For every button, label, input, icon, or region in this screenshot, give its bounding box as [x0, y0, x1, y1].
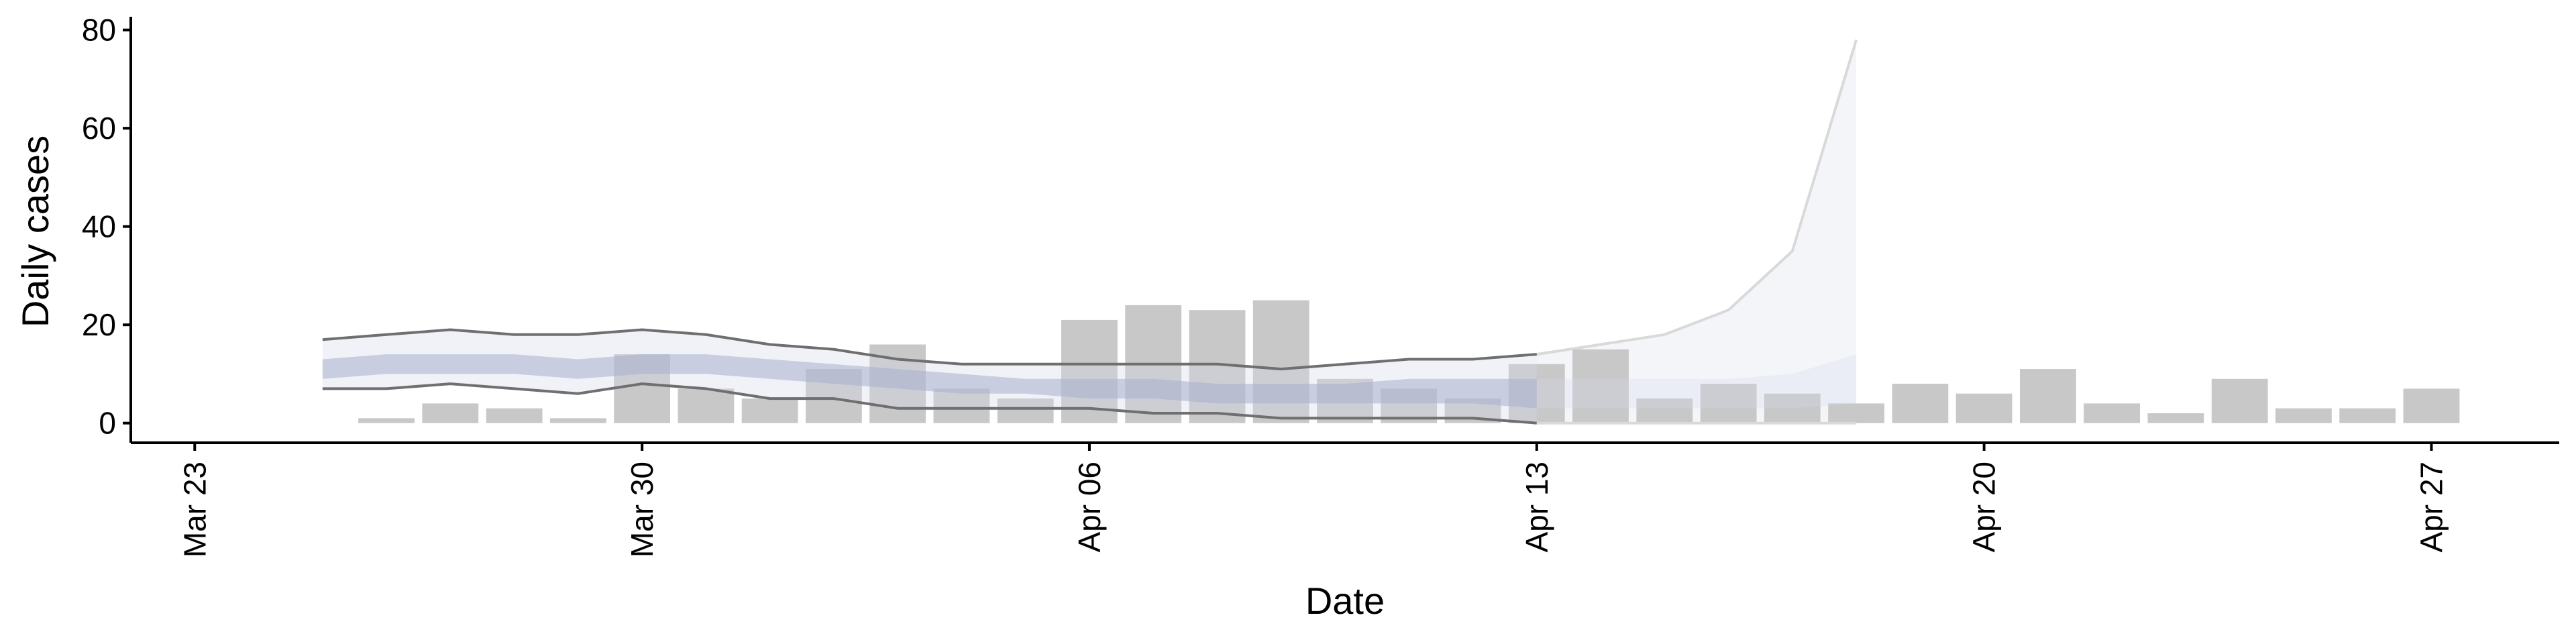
axes-layer: 0 20 40 60 80 Mar 23 Mar 30 Apr 06 Apr 13 Apr 20 A… — [82, 13, 2559, 557]
bar — [2084, 403, 2140, 423]
bar — [933, 388, 990, 423]
bar — [1955, 393, 2012, 423]
forecast-outer-band — [1536, 40, 1857, 423]
bar — [1572, 349, 1629, 423]
bar — [2211, 378, 2268, 423]
bar — [741, 398, 798, 423]
upper-bound-line — [322, 328, 1537, 371]
y-tick-label: 80 — [82, 13, 116, 48]
bar — [2339, 408, 2396, 423]
y-tick-label: 40 — [82, 209, 116, 244]
bars-layer — [358, 300, 2460, 423]
bar — [358, 418, 415, 423]
forecast-layer — [1536, 39, 1858, 423]
y-tick-label: 0 — [99, 406, 116, 441]
lower-bound-line — [322, 382, 1537, 425]
x-axis-title: Date — [1305, 580, 1385, 622]
y-tick-label: 20 — [82, 307, 116, 342]
estimate-band-layer — [322, 328, 1857, 425]
bar — [2403, 388, 2460, 423]
bar — [1892, 384, 1949, 423]
bar — [997, 398, 1054, 423]
bar — [1700, 384, 1757, 423]
x-tick-label: Mar 23 — [177, 462, 212, 557]
x-tick-label: Apr 27 — [2414, 462, 2449, 553]
bar — [1636, 398, 1693, 423]
forecast-inner-band — [1536, 354, 1857, 409]
forecast-upper-line — [1536, 39, 1858, 356]
bar — [678, 388, 735, 423]
y-tick-label: 60 — [82, 111, 116, 146]
y-axis-title: Daily cases — [14, 136, 56, 327]
x-tick-label: Apr 20 — [1967, 462, 2002, 553]
bar — [2275, 408, 2332, 423]
bar — [486, 408, 543, 423]
bar — [2020, 369, 2076, 423]
bar — [2147, 413, 2204, 423]
bar — [549, 418, 606, 423]
bar — [1828, 403, 1884, 423]
bar — [422, 403, 479, 423]
estimate-inner-band — [322, 354, 1537, 409]
bar — [1061, 319, 1118, 423]
x-tick-label: Apr 06 — [1072, 462, 1107, 553]
x-tick-label: Mar 30 — [625, 462, 659, 557]
bar — [1764, 393, 1821, 423]
x-tick-label: Apr 13 — [1519, 462, 1554, 553]
